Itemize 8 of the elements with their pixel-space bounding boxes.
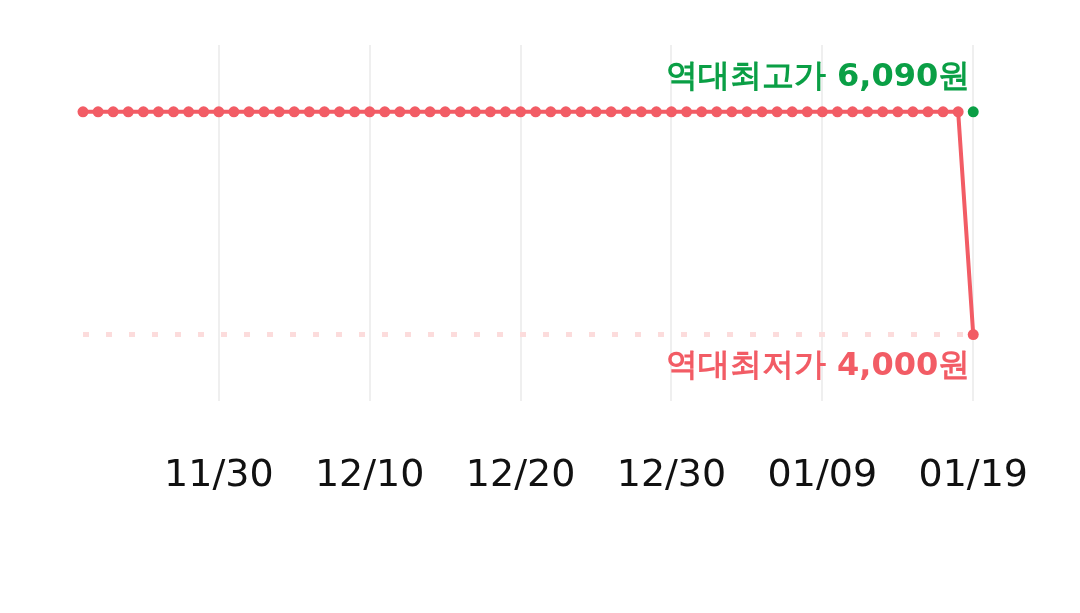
data-label: 역대최고가 6,090원 — [665, 55, 971, 94]
data-label: 역대최저가 4,000원 — [665, 344, 971, 383]
x-tick-label: 01/19 — [918, 451, 1028, 496]
x-tick-label: 12/30 — [616, 451, 727, 496]
x-tick-label: 01/09 — [767, 451, 878, 496]
x-tick-label: 12/10 — [314, 451, 425, 496]
x-tick-label: 11/30 — [164, 451, 274, 496]
x-tick-label: 12/20 — [465, 451, 576, 496]
